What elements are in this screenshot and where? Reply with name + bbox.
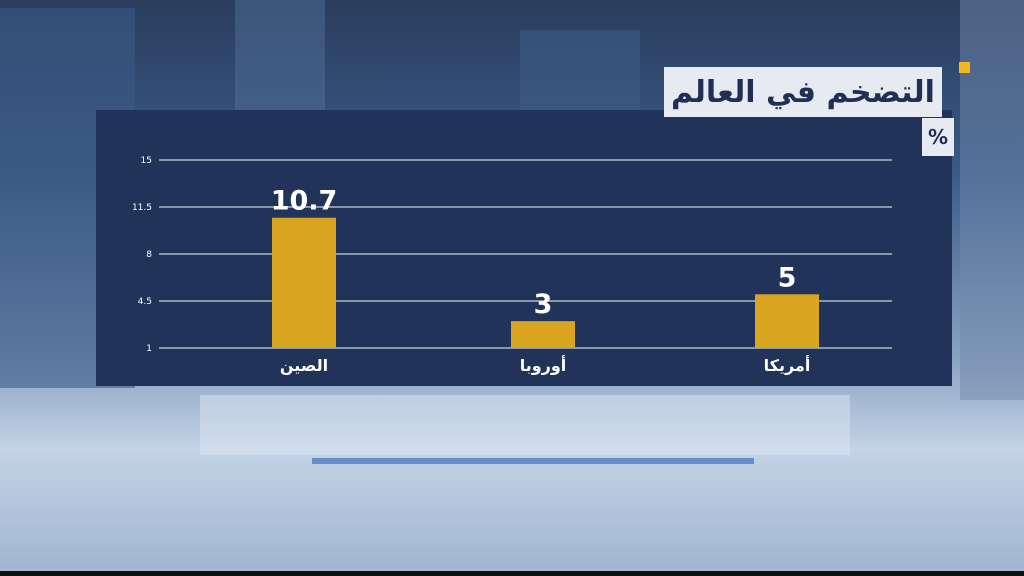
bar (511, 321, 575, 348)
y-tick-label: 8 (146, 250, 152, 260)
bar-value-label: 3 (534, 289, 553, 320)
bottom-border (0, 571, 1024, 576)
bar-value-label: 5 (778, 262, 797, 293)
x-category-label: أوروبا (520, 355, 567, 375)
bar-value-label: 10.7 (271, 186, 338, 217)
chart-title: التضخم في العالم (664, 67, 942, 117)
unit-label: % (922, 118, 954, 156)
bar (272, 217, 336, 348)
background-floor-light (200, 395, 850, 455)
background-screen-right (960, 0, 1024, 400)
floor-light-strip (312, 458, 754, 464)
x-category-label: الصين (280, 356, 328, 375)
background-window (520, 30, 640, 110)
chart-panel: 15 11.5 8 4.5 1 10.7 الصين 3 أوروبا 5 أمريكا (96, 110, 952, 386)
y-tick-label: 11.5 (132, 203, 152, 213)
y-tick-label: 1 (146, 344, 152, 354)
bar-chart: 15 11.5 8 4.5 1 10.7 الصين 3 أوروبا 5 أمريكا (132, 156, 892, 375)
background-pillar (235, 0, 325, 110)
y-tick-label: 15 (141, 156, 152, 166)
bar (755, 294, 819, 348)
y-tick-label: 4.5 (138, 297, 152, 307)
title-accent-square (959, 62, 970, 73)
x-category-label: أمريكا (764, 355, 811, 375)
